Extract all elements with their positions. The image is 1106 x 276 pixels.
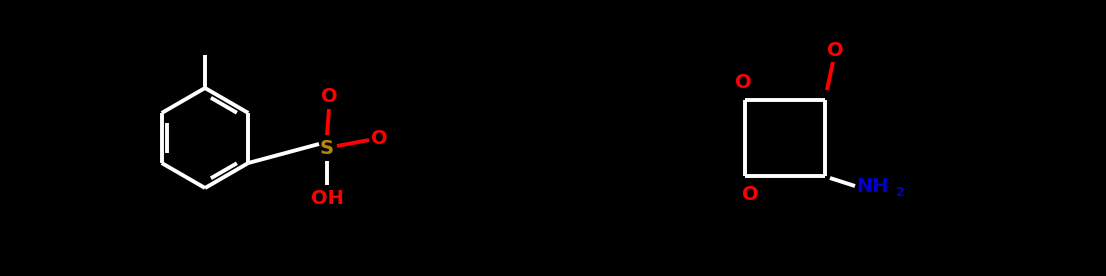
Text: O: O (321, 86, 337, 105)
Text: O: O (371, 129, 387, 147)
Text: O: O (734, 73, 751, 92)
Text: NH: NH (857, 176, 889, 195)
Text: 2: 2 (896, 187, 905, 200)
Text: OH: OH (311, 189, 344, 208)
Text: O: O (742, 184, 759, 203)
Text: O: O (826, 41, 843, 60)
Text: S: S (320, 139, 334, 158)
